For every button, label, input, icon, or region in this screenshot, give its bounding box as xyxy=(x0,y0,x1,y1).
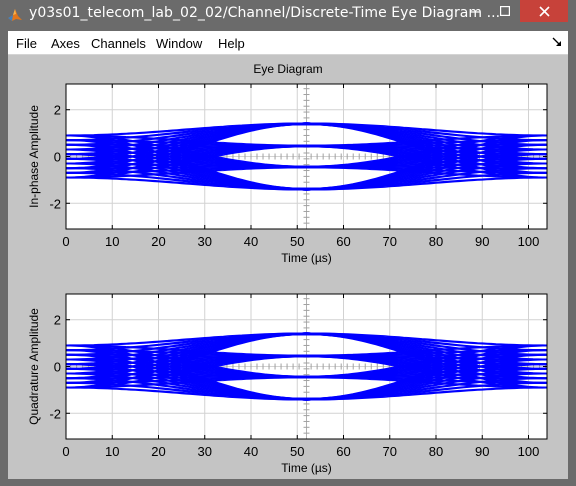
minimize-button[interactable] xyxy=(460,0,490,22)
eye-trace-88 xyxy=(66,135,547,147)
eye-trace-89 xyxy=(66,344,547,356)
x-tick-label: 50 xyxy=(290,234,304,249)
y-tick-label: 0 xyxy=(54,150,61,165)
eye-traces xyxy=(65,332,548,401)
window-title: y03s01_telecom_lab_02_02/Channel/Discret… xyxy=(29,5,501,21)
x-tick-label: 50 xyxy=(290,444,304,459)
window-border-right xyxy=(568,31,576,486)
window-border-left xyxy=(0,31,8,486)
eye-trace-117 xyxy=(66,334,547,347)
x-axis-label: Time (µs) xyxy=(281,461,331,475)
figure-title: Eye Diagram xyxy=(253,62,323,76)
x-tick-label: 90 xyxy=(475,234,489,249)
x-tick-label: 40 xyxy=(244,444,258,459)
menu-axes[interactable]: Axes xyxy=(51,36,80,51)
x-axis-label: Time (µs) xyxy=(281,251,331,265)
y-tick-label: 0 xyxy=(54,360,61,375)
menu-window[interactable]: Window xyxy=(156,36,203,51)
eye-trace-119 xyxy=(65,332,548,346)
x-tick-label: 90 xyxy=(475,444,489,459)
x-tick-label: 0 xyxy=(62,444,69,459)
y-tick-label: 2 xyxy=(54,313,61,328)
maximize-button[interactable] xyxy=(490,0,520,22)
y-tick-label: -2 xyxy=(49,406,61,421)
x-tick-label: 60 xyxy=(336,234,350,249)
x-tick-label: 80 xyxy=(429,444,443,459)
eye-trace-118 xyxy=(65,333,548,346)
x-tick-label: 100 xyxy=(518,444,540,459)
x-tick-label: 30 xyxy=(198,234,212,249)
y-tick-label: 2 xyxy=(54,103,61,118)
y-axis-label: In-phase Amplitude xyxy=(27,105,41,208)
eye-trace-118 xyxy=(65,123,548,136)
title-bar[interactable]: y03s01_telecom_lab_02_02/Channel/Discret… xyxy=(0,0,576,31)
figure-area: Eye Diagram 0 10 20 30 40 50 60 70 80 90 100 -2 0 2 Ti… xyxy=(8,55,568,479)
axes-in-phase[interactable]: 0 10 20 30 40 50 60 70 80 90 100 -2 0 2 Time (µs) In-ph… xyxy=(8,55,568,270)
x-tick-label: 80 xyxy=(429,234,443,249)
x-tick-label: 30 xyxy=(198,444,212,459)
x-tick-label: 40 xyxy=(244,234,258,249)
eye-trace-117 xyxy=(66,124,547,137)
x-tick-label: 20 xyxy=(151,234,165,249)
maximize-icon xyxy=(500,6,510,16)
y-axis-label: Quadrature Amplitude xyxy=(27,308,41,425)
dock-arrow-icon[interactable] xyxy=(552,37,562,47)
eye-trace-119 xyxy=(65,122,548,136)
eye-trace-88 xyxy=(66,345,547,357)
menu-help[interactable]: Help xyxy=(218,36,245,51)
window-border-bottom xyxy=(0,479,576,486)
menu-channels[interactable]: Channels xyxy=(91,36,146,51)
close-button[interactable] xyxy=(520,0,568,22)
x-tick-label: 10 xyxy=(105,444,119,459)
eye-trace-89 xyxy=(66,134,547,146)
x-tick-label: 20 xyxy=(151,444,165,459)
x-tick-label: 0 xyxy=(62,234,69,249)
x-tick-label: 70 xyxy=(383,444,397,459)
eye-traces xyxy=(65,122,548,191)
x-tick-label: 100 xyxy=(518,234,540,249)
x-tick-label: 70 xyxy=(383,234,397,249)
y-tick-label: -2 xyxy=(49,196,61,211)
minimize-icon xyxy=(470,11,480,13)
menu-file[interactable]: File xyxy=(16,36,37,51)
matlab-logo-icon xyxy=(8,9,22,21)
menu-bar: File Axes Channels Window Help xyxy=(8,31,568,55)
close-icon xyxy=(538,5,550,17)
x-tick-label: 60 xyxy=(336,444,350,459)
x-tick-label: 10 xyxy=(105,234,119,249)
